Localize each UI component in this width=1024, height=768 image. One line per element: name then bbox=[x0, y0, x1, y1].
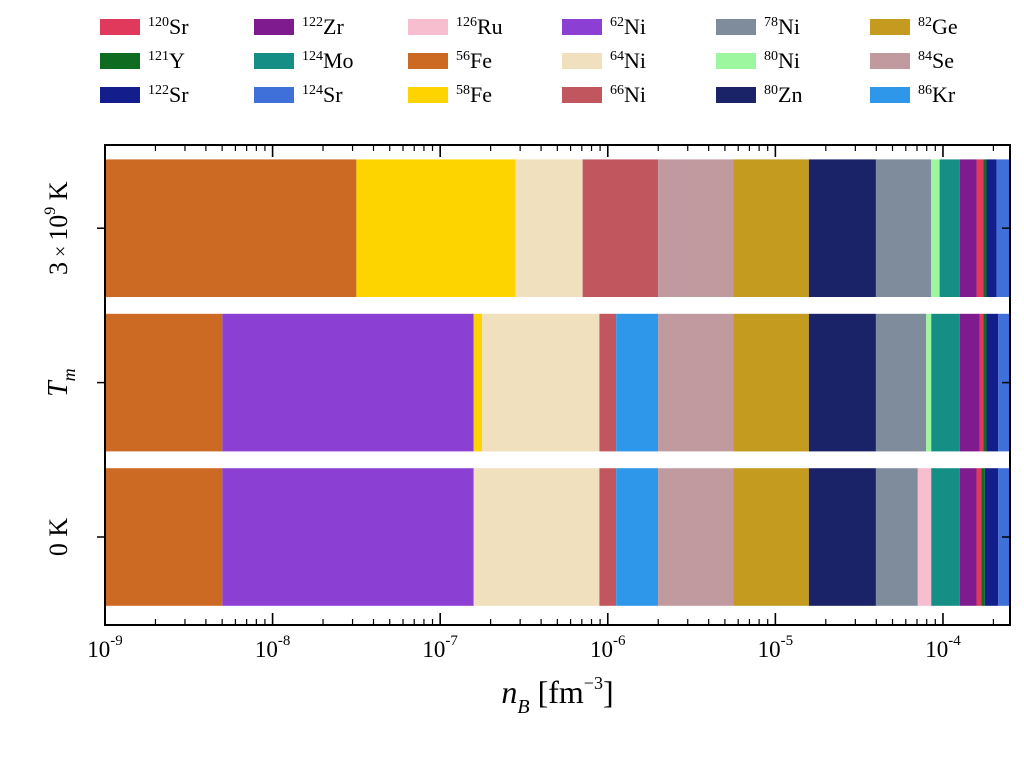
legend-swatch-Ni64 bbox=[562, 53, 602, 69]
seg-0-Sr120 bbox=[976, 159, 983, 297]
seg-2-Zn80 bbox=[809, 468, 876, 606]
seg-2-Ni78 bbox=[876, 468, 918, 606]
seg-2-Ni66 bbox=[599, 468, 616, 606]
legend-label-Ni80: 80Ni bbox=[764, 48, 800, 73]
legend-label-Fe56: 56Fe bbox=[456, 48, 492, 73]
seg-0-Y121 bbox=[983, 159, 986, 297]
seg-2-Ni64 bbox=[474, 468, 600, 606]
xtick--7: 10-7 bbox=[422, 633, 458, 662]
legend-swatch-Sr124 bbox=[254, 87, 294, 103]
seg-2-Kr86 bbox=[616, 468, 658, 606]
seg-1-Ni80 bbox=[926, 314, 931, 452]
seg-0-Mo124 bbox=[940, 159, 960, 297]
seg-1-Fe58 bbox=[474, 314, 482, 452]
ylabel-1: Tm bbox=[43, 368, 79, 397]
legend-label-Ni78: 78Ni bbox=[764, 14, 800, 39]
seg-0-Fe56 bbox=[105, 159, 356, 297]
seg-1-Fe56 bbox=[105, 314, 222, 452]
legend-label-Sr120: 120Sr bbox=[148, 14, 189, 39]
seg-0-Sr122 bbox=[987, 159, 997, 297]
seg-0-Zr122 bbox=[960, 159, 977, 297]
seg-2-Sr120 bbox=[976, 468, 981, 606]
legend-label-Sr122: 122Sr bbox=[148, 82, 189, 107]
legend-swatch-Se84 bbox=[870, 53, 910, 69]
seg-0-Zn80 bbox=[809, 159, 876, 297]
seg-0-Fe58 bbox=[356, 159, 515, 297]
row-1 bbox=[105, 314, 1010, 452]
xtick--5: 10-5 bbox=[758, 633, 794, 662]
legend-swatch-Kr86 bbox=[870, 87, 910, 103]
legend-label-Ni64: 64Ni bbox=[610, 48, 646, 73]
legend-swatch-Fe56 bbox=[408, 53, 448, 69]
seg-2-Ge82 bbox=[733, 468, 808, 606]
ylabel-0: 3 × 109 K bbox=[42, 181, 73, 275]
seg-1-Sr122 bbox=[987, 314, 999, 452]
seg-2-Se84 bbox=[658, 468, 733, 606]
composition-chart: 120Sr 122Zr 126Ru 62Ni 78Ni 82Ge 121Y 124Mo 56Fe… bbox=[0, 0, 1024, 768]
seg-1-Ni78 bbox=[876, 314, 926, 452]
legend-label-Mo124: 124Mo bbox=[302, 48, 354, 73]
seg-1-Zn80 bbox=[809, 314, 876, 452]
seg-2-Sr122 bbox=[985, 468, 998, 606]
legend-swatch-Ni62 bbox=[562, 19, 602, 35]
seg-1-Ni66 bbox=[599, 314, 616, 452]
seg-0-Ni66 bbox=[583, 159, 658, 297]
seg-0-Ni64 bbox=[516, 159, 583, 297]
legend-swatch-Ni80 bbox=[716, 53, 756, 69]
legend-swatch-Zn80 bbox=[716, 87, 756, 103]
row-0 bbox=[105, 159, 1010, 297]
legend-swatch-Zr122 bbox=[254, 19, 294, 35]
legend-label-Sr124: 124Sr bbox=[302, 82, 343, 107]
legend-label-Fe58: 58Fe bbox=[456, 82, 492, 107]
legend-label-Zr122: 122Zr bbox=[302, 14, 344, 39]
ylabel-2: 0 K bbox=[44, 518, 73, 557]
seg-1-Ni62 bbox=[222, 314, 473, 452]
legend-label-Ru126: 126Ru bbox=[456, 14, 503, 39]
plot-area: 3 × 109 K Tm 0 K 10-9 10-8 10-7 10-6 10-5 10-4 nB… bbox=[42, 145, 1010, 718]
legend-label-Zn80: 80Zn bbox=[764, 82, 802, 107]
legend-swatch-Fe58 bbox=[408, 87, 448, 103]
seg-2-Fe56 bbox=[105, 468, 222, 606]
legend-label-Y121: 121Y bbox=[148, 48, 185, 73]
legend-label-Kr86: 86Kr bbox=[918, 82, 956, 107]
xlabel: nB [fm−3] bbox=[501, 673, 613, 718]
xtick--4: 10-4 bbox=[925, 633, 961, 662]
seg-1-Mo124 bbox=[931, 314, 959, 452]
legend-label-Ni66: 66Ni bbox=[610, 82, 646, 107]
legend-swatch-Sr122 bbox=[100, 87, 140, 103]
legend: 120Sr 122Zr 126Ru 62Ni 78Ni 82Ge 121Y 124Mo 56Fe… bbox=[100, 14, 958, 107]
seg-1-Zr122 bbox=[960, 314, 980, 452]
seg-2-Ru126 bbox=[918, 468, 931, 606]
xtick--8: 10-8 bbox=[255, 633, 291, 662]
seg-1-Y121 bbox=[983, 314, 986, 452]
seg-2-Mo124 bbox=[931, 468, 959, 606]
legend-swatch-Ni78 bbox=[716, 19, 756, 35]
legend-label-Ge82: 82Ge bbox=[918, 14, 958, 39]
legend-swatch-Ni66 bbox=[562, 87, 602, 103]
seg-1-Kr86 bbox=[616, 314, 658, 452]
seg-2-Y121 bbox=[982, 468, 985, 606]
seg-1-Se84 bbox=[658, 314, 733, 452]
seg-1-Sr120 bbox=[980, 314, 983, 452]
xtick--6: 10-6 bbox=[590, 633, 626, 662]
row-2 bbox=[105, 468, 1010, 606]
legend-swatch-Sr120 bbox=[100, 19, 140, 35]
seg-0-Ni78 bbox=[876, 159, 931, 297]
legend-label-Ni62: 62Ni bbox=[610, 14, 646, 39]
seg-2-Zr122 bbox=[960, 468, 977, 606]
legend-swatch-Mo124 bbox=[254, 53, 294, 69]
legend-swatch-Ge82 bbox=[870, 19, 910, 35]
legend-swatch-Y121 bbox=[100, 53, 140, 69]
seg-1-Ge82 bbox=[733, 314, 808, 452]
seg-1-Ni64 bbox=[482, 314, 599, 452]
seg-0-Ge82 bbox=[733, 159, 808, 297]
xtick--9: 10-9 bbox=[87, 633, 123, 662]
seg-2-Ni62 bbox=[222, 468, 473, 606]
legend-swatch-Ru126 bbox=[408, 19, 448, 35]
legend-label-Se84: 84Se bbox=[918, 48, 954, 73]
seg-0-Ni80 bbox=[931, 159, 939, 297]
seg-0-Se84 bbox=[658, 159, 733, 297]
